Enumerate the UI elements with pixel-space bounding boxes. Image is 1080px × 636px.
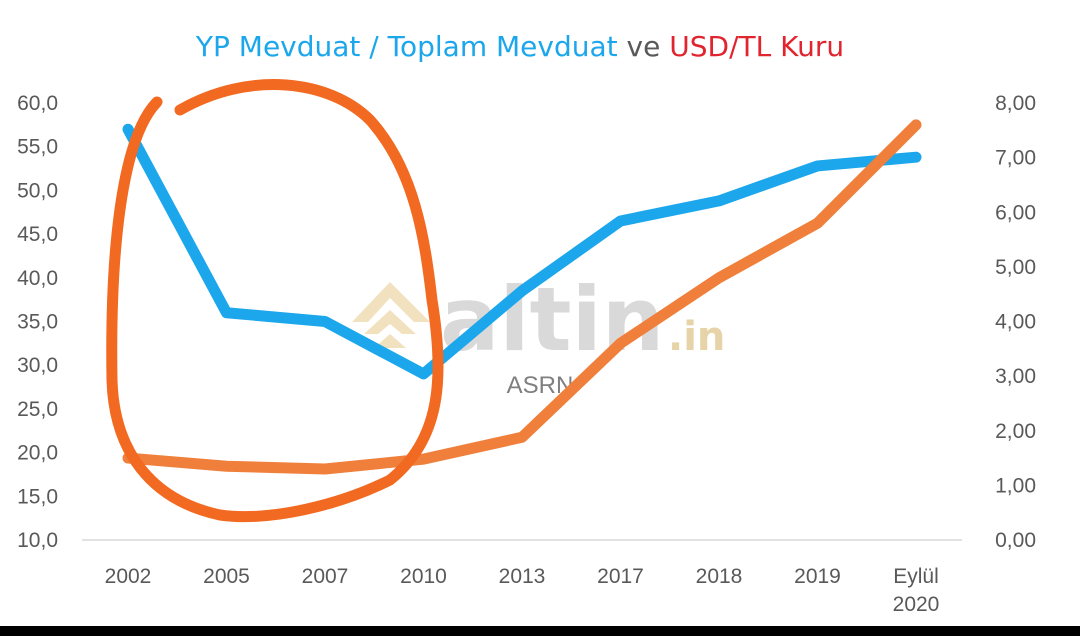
data-point-yp-mevduat	[817, 165, 818, 167]
x-tick-label: 2018	[696, 565, 743, 588]
data-point-usd-tl	[817, 222, 818, 224]
left-tick-label: 15,0	[17, 485, 58, 508]
data-point-yp-mevduat	[521, 290, 523, 292]
x-tick-label: Eylül 2020	[893, 565, 940, 616]
right-tick-label: 1,00	[995, 474, 1036, 497]
data-point-usd-tl	[620, 342, 621, 344]
left-tick-label: 50,0	[17, 179, 58, 202]
x-tick-label: 2019	[794, 565, 841, 588]
right-tick-label: 4,00	[995, 311, 1036, 334]
left-tick-label: 25,0	[17, 398, 58, 421]
left-tick-label: 60,0	[17, 92, 58, 115]
series-layer	[122, 119, 922, 475]
watermark: altin .in ASRN	[352, 268, 725, 399]
watermark-logo-icon	[352, 282, 430, 348]
chart-title-right: USD/TL Kuru	[669, 30, 844, 63]
left-tick-label: 10,0	[17, 529, 58, 552]
data-point-usd-tl	[521, 436, 523, 438]
x-tick-label: 2005	[203, 565, 250, 588]
right-tick-label: 0,00	[995, 529, 1036, 552]
left-tick-label: 30,0	[17, 354, 58, 377]
x-tick-label: 2013	[499, 565, 546, 588]
x-axis: 2002 2005 2007 2010 2013 2017 2018 2019 Eylül 202…	[105, 565, 940, 616]
data-point-usd-tl	[915, 124, 917, 126]
data-point-usd-tl	[718, 277, 720, 279]
data-point-yp-mevduat	[226, 312, 227, 314]
data-point-yp-mevduat	[127, 128, 129, 130]
chart-title-left: YP Mevduat / Toplam Mevduat	[195, 30, 618, 63]
right-tick-label: 7,00	[995, 147, 1036, 170]
left-tick-label: 45,0	[17, 223, 58, 246]
left-tick-label: 20,0	[17, 442, 58, 465]
x-tick-label: 2007	[302, 565, 349, 588]
watermark-suffix: .in	[668, 314, 725, 360]
right-tick-label: 6,00	[995, 201, 1036, 224]
data-point-yp-mevduat	[915, 156, 917, 158]
data-point-yp-mevduat	[423, 373, 424, 375]
left-axis: 10,0 15,0 20,0 25,0 30,0 35,0 40,0 45,0 50,0 55,0…	[17, 92, 58, 552]
right-tick-label: 8,00	[995, 92, 1036, 115]
data-point-yp-mevduat	[718, 200, 720, 202]
right-axis: 0,00 1,00 2,00 3,00 4,00 5,00 6,00 7,00 8,00	[995, 92, 1036, 552]
left-tick-label: 40,0	[17, 267, 58, 290]
annotation-circle	[106, 79, 444, 523]
data-point-yp-mevduat	[620, 220, 621, 222]
x-tick-label: 2002	[105, 565, 152, 588]
bottom-bar	[0, 626, 1080, 636]
right-tick-label: 5,00	[995, 256, 1036, 279]
data-point-usd-tl	[324, 468, 326, 470]
data-point-usd-tl	[423, 458, 424, 460]
watermark-text: altin	[440, 268, 664, 371]
chart-title: YP Mevduat / Toplam Mevduat ve USD/TL Ku…	[195, 30, 844, 63]
right-tick-label: 3,00	[995, 365, 1036, 388]
right-tick-label: 2,00	[995, 420, 1036, 443]
x-tick-label: 2017	[597, 565, 644, 588]
left-tick-label: 55,0	[17, 136, 58, 159]
x-tick-label: 2010	[400, 565, 447, 588]
data-point-yp-mevduat	[324, 321, 326, 322]
chart-title-middle: ve	[618, 30, 670, 63]
left-tick-label: 35,0	[17, 311, 58, 334]
data-point-usd-tl	[226, 465, 227, 467]
